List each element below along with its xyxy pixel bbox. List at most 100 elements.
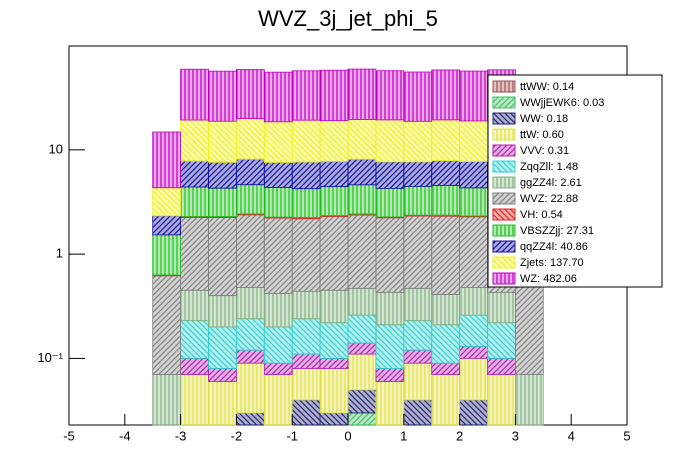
bar-segment [152,275,181,375]
legend-swatch [492,144,516,157]
bar-segment [403,362,433,401]
bar-segment [431,185,461,216]
legend-swatch [492,176,516,189]
bar-segment [403,349,433,364]
legend-swatch [492,80,516,93]
bar-segment [208,120,237,163]
legend-label: ggZZ4l: 2.61 [520,177,582,189]
bar-segment [319,358,349,369]
bar-segment [459,216,488,288]
bar-segment [291,290,321,320]
x-tick-label: -5 [63,428,75,443]
bar-segment [487,358,516,375]
bar-segment [263,362,293,375]
bar-segment [459,358,488,401]
bar-segment [208,326,237,369]
bar-segment [347,353,377,391]
bar-segment [208,70,237,122]
bar-segment [459,314,488,347]
bar-segment [459,70,488,122]
bar-segment [180,374,209,426]
bar-segment [180,68,209,121]
legend-swatch [492,96,516,109]
bar-segment [375,70,405,121]
legend-label: WZ: 482.06 [520,273,577,285]
legend-label: WVZ: 22.88 [520,193,578,205]
bar-segment [347,68,377,120]
bar-segment [347,342,377,355]
y-tick-label: 10⁻¹ [37,350,63,365]
legend-label: VH: 0.54 [520,209,563,221]
bar-segment [291,318,321,355]
bar-segment [459,399,488,426]
bar-segment [319,368,349,414]
bar-segment [152,187,181,217]
legend-label: WWjjEWK6: 0.03 [520,97,604,109]
bar-segment [235,69,265,120]
bar-segment [291,218,321,292]
bar-segment [235,318,265,351]
bar-segment [291,353,321,369]
bar-segment [152,215,181,236]
bar-segment [235,158,265,186]
bar-segment [487,291,516,324]
bar-segment [263,374,293,426]
bar-segment [152,374,181,426]
legend-swatch [492,240,516,253]
bar-segment [263,217,293,294]
bar-segment [263,71,293,123]
bar-segment [235,349,265,364]
bar-segment [375,324,405,369]
bar-segment [235,286,265,320]
bar-segment [208,295,237,328]
bar-segment [431,69,461,121]
bar-segment [180,119,209,162]
bar-segment [431,215,461,295]
bar-segment [152,234,181,276]
bar-segment [319,161,349,188]
bar-segment [431,324,461,364]
bar-segment [459,120,488,162]
legend-swatch [492,192,516,205]
bar-segment [431,294,461,326]
bar-segment [291,119,321,163]
chart-title: WVZ_3j_jet_phi_5 [258,6,438,31]
x-tick-label: 5 [623,428,630,443]
legend-swatch [492,272,516,285]
bar-segment [208,187,237,218]
bar-segment [375,187,405,218]
x-tick-label: 1 [400,428,407,443]
x-tick-label: -4 [119,428,131,443]
bar-segment [208,368,237,382]
x-tick-label: -2 [231,428,243,443]
legend-label: qqZZ4l: 40.86 [520,241,588,253]
bar-segment [347,214,377,289]
y-tick-label: 10 [49,141,63,156]
bar-segment [403,120,433,163]
bar-segment [263,121,293,163]
legend-label: ttW: 0.60 [520,129,564,141]
bar-segment [319,120,349,162]
bar-segment [208,381,237,426]
legend-swatch [492,128,516,141]
bar-segment [235,412,265,426]
bar-segment [403,399,433,426]
bar-segment [515,374,544,426]
bar-segment [375,368,405,382]
bar-segment [180,160,209,188]
bar-segment [375,291,405,326]
bar-segment [152,131,181,189]
legend-label: WW: 0.18 [520,113,568,125]
bar-segment [235,118,265,160]
x-tick-label: -1 [286,428,298,443]
bar-segment [487,374,516,426]
bar-segment [347,158,377,186]
bar-segment [403,215,433,289]
x-tick-label: -3 [175,428,187,443]
bar-segment [403,71,433,122]
bar-segment [319,216,349,291]
bar-segment [347,389,377,414]
bar-segment [319,186,349,217]
bar-segment [180,217,209,291]
